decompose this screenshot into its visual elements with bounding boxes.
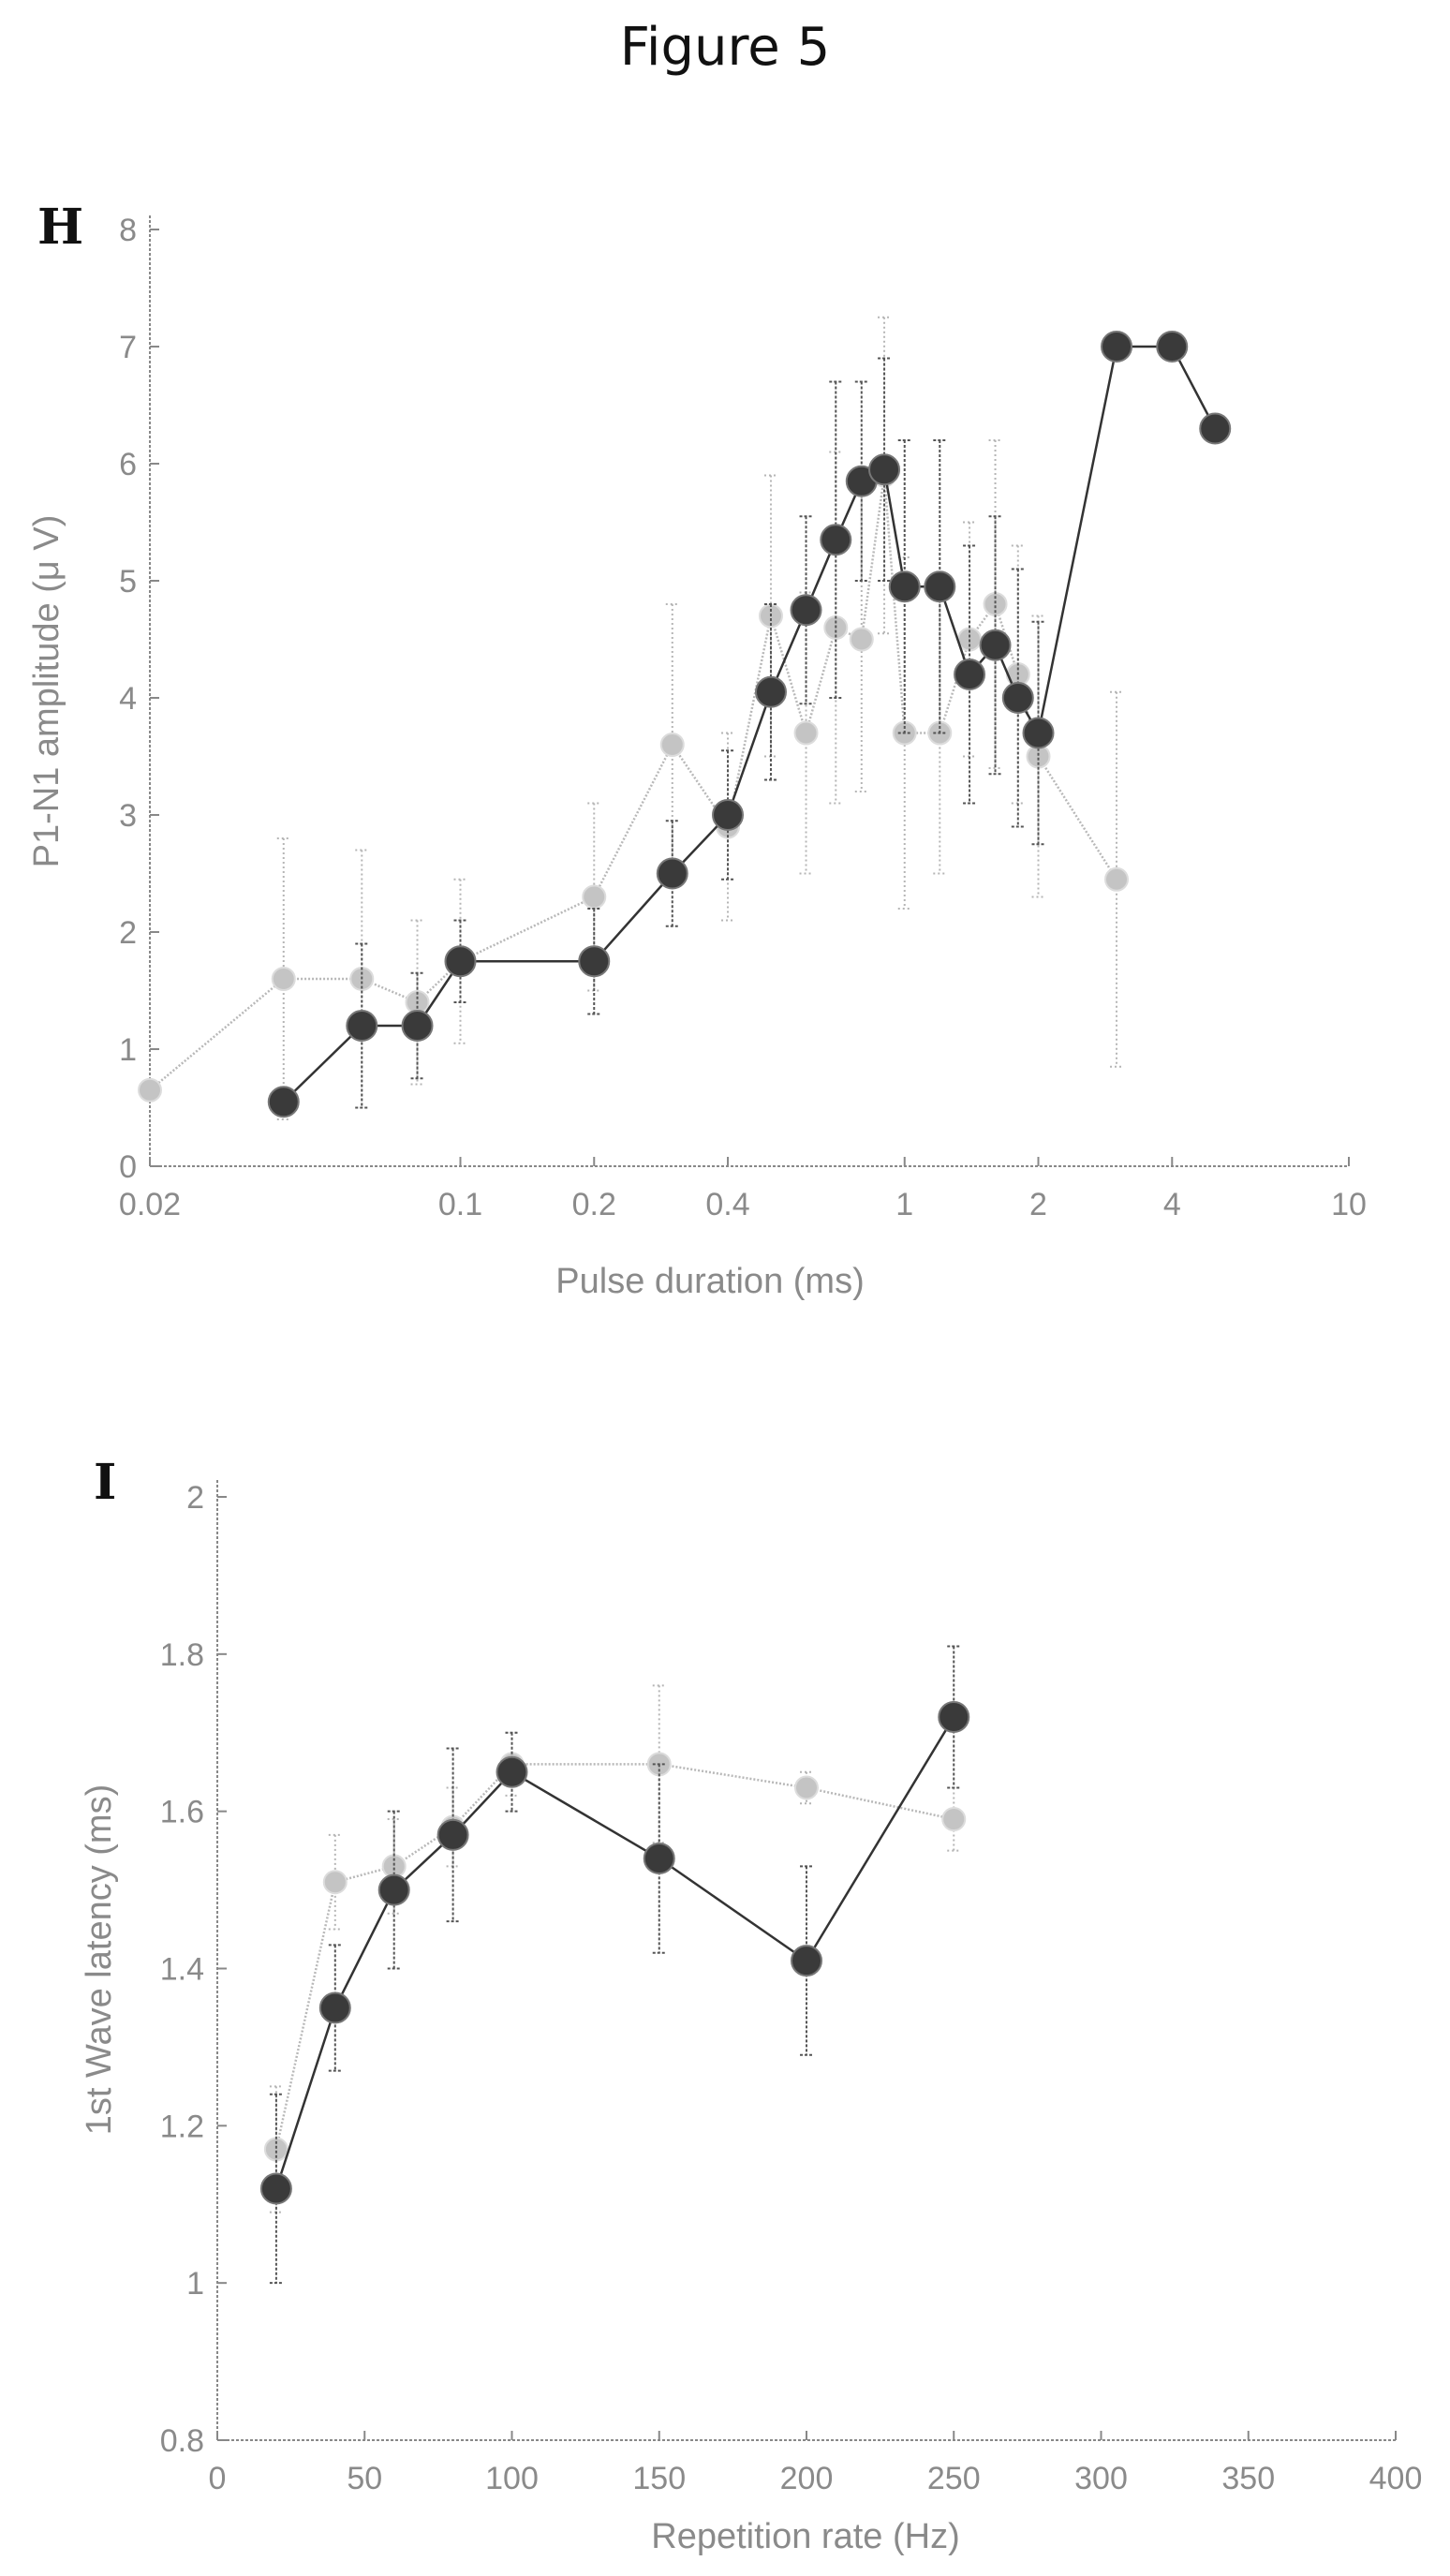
data-point-h-0 [868, 453, 901, 486]
x-tick-label-i: 50 [347, 2461, 382, 2496]
data-point-h-0 [656, 857, 688, 890]
y-tick-label-h: 5 [119, 564, 137, 600]
x-tick-label-i: 100 [485, 2461, 539, 2496]
y-tick-label-i: 0.8 [160, 2423, 204, 2459]
data-point-h-1 [582, 884, 607, 910]
y-tick-label-h: 4 [119, 681, 137, 717]
y-axis-label-i: 1st Wave latency (ms) [80, 1784, 119, 2135]
x-tick-label-i: 150 [632, 2461, 686, 2496]
x-tick-label-i: 400 [1369, 2461, 1423, 2496]
series-line-h-0 [282, 345, 1217, 1103]
y-tick-label-i: 1.4 [160, 1952, 204, 1988]
data-point-h-0 [790, 594, 822, 627]
chart-i: I 0 50 100 150 200 250 300 350 400 0.8 1 1.2 1.4 1.6 1… [80, 1461, 1423, 2556]
data-point-i-0 [643, 1843, 675, 1875]
data-point-i-0 [436, 1818, 469, 1851]
data-point-i-0 [318, 1991, 351, 2024]
x-tick-label-i: 250 [927, 2461, 981, 2496]
x-tick-label-i: 200 [780, 2461, 834, 2496]
figure-title: Figure 5 [619, 17, 831, 78]
x-tick-label-h: 10 [1331, 1187, 1367, 1222]
x-tick-label-h: 0.1 [438, 1187, 482, 1222]
y-tick-label-h: 6 [119, 447, 137, 482]
data-point-h-0 [1001, 682, 1034, 714]
chart-h: H 0.02 0.1 0.2 0.4 1 2 4 10 0 1 2 3 4 5 6 7 8 Pulse dura… [27, 199, 1367, 1301]
data-point-h-1 [138, 1077, 162, 1103]
y-tick-label-i: 1.8 [160, 1637, 204, 1673]
series-line-i-1 [274, 1763, 954, 2150]
data-point-h-0 [924, 570, 956, 603]
data-point-h-0 [444, 945, 477, 978]
x-tick-label-h: 4 [1163, 1187, 1181, 1222]
series-line-i-0 [274, 1716, 955, 2189]
data-point-h-0 [712, 799, 745, 831]
x-tick-label-h: 1 [895, 1187, 913, 1222]
y-tick-label-h: 0 [119, 1149, 137, 1185]
marks-i: 0 50 100 150 200 250 300 350 400 0.8 1 1.2 1.4 1.6 1.8… [160, 1480, 1423, 2496]
y-tick-label-i: 1 [186, 2266, 204, 2302]
data-point-i-0 [259, 2172, 292, 2205]
data-point-i-0 [496, 1755, 528, 1788]
data-point-h-0 [954, 659, 986, 690]
x-tick-label-h: 2 [1029, 1187, 1047, 1222]
data-point-h-0 [888, 570, 921, 603]
data-point-h-1 [271, 967, 296, 991]
x-tick-label-i: 0 [209, 2461, 227, 2496]
data-point-h-0 [820, 524, 852, 556]
data-point-i-0 [791, 1945, 822, 1977]
panel-label-i: I [94, 1461, 116, 1511]
marks-h: 0.02 0.1 0.2 0.4 1 2 4 10 0 1 2 3 4 5 6 7 8 [119, 213, 1367, 1222]
y-tick-label-i: 1.6 [160, 1795, 204, 1830]
x-tick-label-h: 0.4 [705, 1187, 749, 1222]
data-point-h-0 [578, 945, 611, 978]
x-tick-label-h: 0.02 [119, 1187, 181, 1222]
data-point-h-0 [1199, 412, 1232, 445]
data-point-h-1 [849, 627, 874, 652]
data-point-i-1 [794, 1775, 819, 1800]
y-tick-label-h: 8 [119, 213, 137, 248]
data-point-i-0 [938, 1700, 970, 1733]
y-tick-label-i: 1.2 [160, 2109, 204, 2144]
data-point-h-0 [979, 629, 1012, 661]
y-tick-label-i: 2 [186, 1480, 204, 1516]
data-point-h-0 [1022, 717, 1055, 749]
data-point-h-0 [754, 675, 787, 708]
data-point-h-0 [1101, 331, 1133, 363]
data-point-h-1 [793, 720, 819, 746]
x-axis-label-i: Repetition rate (Hz) [651, 2517, 959, 2556]
data-point-h-0 [401, 1010, 434, 1042]
x-tick-label-h: 0.2 [572, 1187, 616, 1222]
y-axis-label-h: P1-N1 amplitude (μ V) [27, 515, 67, 868]
data-point-i-1 [941, 1807, 967, 1832]
series-line-h-1 [149, 475, 1118, 1091]
x-axis-label-h: Pulse duration (ms) [555, 1262, 864, 1301]
data-point-i-0 [377, 1873, 410, 1906]
y-tick-label-h: 2 [119, 915, 137, 951]
panel-label-h: H [37, 199, 83, 256]
data-point-h-1 [1104, 866, 1130, 892]
x-tick-label-i: 350 [1221, 2461, 1275, 2496]
y-tick-label-h: 3 [119, 798, 137, 834]
data-point-i-1 [322, 1870, 348, 1895]
x-tick-label-i: 300 [1074, 2461, 1128, 2496]
data-point-h-0 [267, 1086, 300, 1118]
data-point-h-1 [659, 733, 685, 757]
y-tick-label-h: 1 [119, 1032, 137, 1068]
y-tick-label-h: 7 [119, 330, 137, 365]
data-point-h-0 [1156, 331, 1189, 363]
data-point-h-0 [346, 1010, 378, 1042]
